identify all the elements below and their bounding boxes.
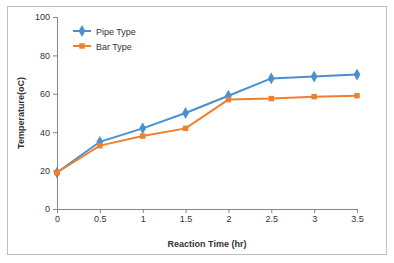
tick-mark xyxy=(100,209,101,213)
marker xyxy=(139,122,146,134)
marker xyxy=(182,107,189,119)
legend-item: Bar Type xyxy=(73,42,132,52)
axis-line xyxy=(58,210,358,214)
tick-mark xyxy=(53,132,57,133)
axis-line xyxy=(53,18,58,210)
tick: 1.5 xyxy=(180,209,193,224)
marker xyxy=(268,73,275,85)
marker xyxy=(54,170,59,175)
marker xyxy=(269,96,274,101)
tick-label: 2 xyxy=(226,214,231,224)
series-line xyxy=(57,75,357,173)
tick-mark xyxy=(53,209,57,210)
marker xyxy=(96,136,103,148)
x-axis-title: Reaction Time (hr) xyxy=(168,239,247,249)
marker xyxy=(97,143,102,148)
tick-label: 1.5 xyxy=(180,214,193,224)
tick-label: 40 xyxy=(40,128,50,138)
tick-label: 0 xyxy=(55,214,60,224)
tick-label: 2.5 xyxy=(266,214,279,224)
tick-mark xyxy=(271,209,272,213)
tick: 2 xyxy=(226,209,231,224)
series-line xyxy=(57,96,357,173)
marker xyxy=(54,167,61,179)
tick-label: 3 xyxy=(312,214,317,224)
legend: Pipe Type Bar Type xyxy=(73,25,136,51)
tick: 0 xyxy=(55,209,60,224)
y-axis-title: Temperature(oC) xyxy=(16,77,26,149)
legend-label: Pipe Type xyxy=(96,27,136,37)
tick-mark xyxy=(186,209,187,213)
tick-label: 1 xyxy=(141,214,146,224)
tick: 60 xyxy=(40,89,57,99)
tick: 100 xyxy=(35,12,57,22)
marker xyxy=(311,71,318,83)
marker xyxy=(226,97,231,102)
tick: 2.5 xyxy=(266,209,279,224)
series-group xyxy=(54,69,361,179)
marker xyxy=(225,90,232,102)
tick: 3 xyxy=(312,209,317,224)
tick-label: 80 xyxy=(40,51,50,61)
tick-label: 20 xyxy=(40,166,50,176)
plot: 0 0.5 1 1.5 2 2.5 3 3.5 0 20 40 60 80 100 xyxy=(35,12,364,224)
tick-label: 0 xyxy=(45,204,50,214)
tick-mark xyxy=(228,209,229,213)
tick: 0 xyxy=(45,204,57,214)
tick-label: 60 xyxy=(40,89,50,99)
tick-label: 3.5 xyxy=(351,214,364,224)
x-axis: 0 0.5 1 1.5 2 2.5 3 3.5 xyxy=(55,209,364,224)
tick-label: 0.5 xyxy=(94,214,107,224)
tick-mark xyxy=(53,17,57,18)
marker xyxy=(140,133,145,138)
legend-marker xyxy=(79,25,86,37)
tick-mark xyxy=(314,209,315,213)
tick-mark xyxy=(53,94,57,95)
tick: 1 xyxy=(141,209,146,224)
legend-label: Bar Type xyxy=(96,42,132,52)
marker xyxy=(311,94,316,99)
tick-label: 100 xyxy=(35,12,50,22)
tick: 80 xyxy=(40,51,57,61)
marker xyxy=(183,126,188,131)
legend-marker xyxy=(79,43,84,48)
tick-mark xyxy=(357,209,358,213)
chart: 0 0.5 1 1.5 2 2.5 3 3.5 0 20 40 60 80 100 Reaction Tim… xyxy=(0,0,394,263)
tick: 3.5 xyxy=(351,209,364,224)
tick-mark xyxy=(143,209,144,213)
y-axis: 0 20 40 60 80 100 xyxy=(35,12,58,214)
tick: 0.5 xyxy=(94,209,107,224)
marker xyxy=(354,93,359,98)
chart-frame xyxy=(8,7,387,255)
legend-item: Pipe Type xyxy=(73,25,136,37)
tick: 40 xyxy=(40,128,57,138)
tick-mark xyxy=(53,55,57,56)
marker xyxy=(354,69,361,81)
